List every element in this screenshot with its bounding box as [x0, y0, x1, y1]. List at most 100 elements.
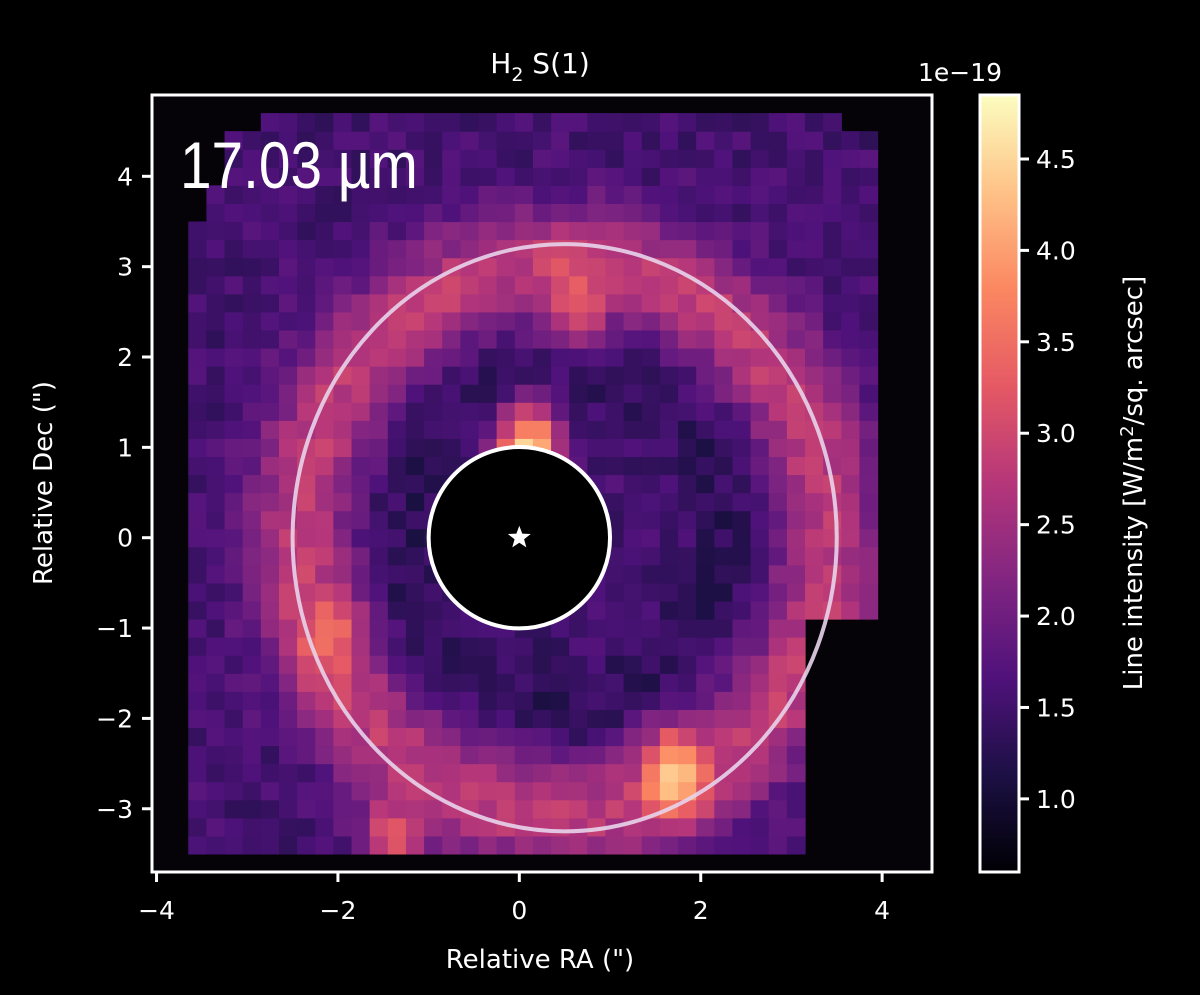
heatmap-cell — [496, 709, 516, 729]
heatmap-cell — [696, 510, 715, 530]
heatmap-cell — [569, 835, 588, 855]
heatmap-cell — [696, 438, 715, 457]
heatmap-cell — [859, 149, 879, 168]
heatmap-cell — [641, 347, 661, 367]
heatmap-cell — [242, 420, 262, 439]
heatmap-cell — [387, 257, 407, 277]
heatmap-cell — [387, 221, 407, 241]
heatmap-cell — [278, 203, 298, 223]
heatmap-cell — [278, 763, 298, 783]
heatmap-cell — [587, 655, 607, 674]
heatmap-cell — [569, 347, 588, 367]
heatmap-cell — [315, 619, 334, 638]
heatmap-cell — [532, 673, 552, 692]
heatmap-cell — [369, 637, 389, 656]
heatmap-cell — [442, 619, 461, 638]
heatmap-cell — [496, 655, 516, 674]
heatmap-cell — [424, 817, 443, 837]
heatmap-cell — [224, 456, 244, 476]
heatmap-cell — [387, 709, 407, 729]
heatmap-cell — [424, 727, 443, 747]
heatmap-cell — [315, 745, 334, 765]
heatmap-cell — [841, 420, 861, 439]
heatmap-cell — [732, 203, 752, 223]
heatmap-cell — [569, 817, 588, 837]
heatmap-cell — [605, 763, 625, 783]
heatmap-cell — [405, 420, 425, 439]
heatmap-cell — [405, 167, 425, 186]
heatmap-cell — [569, 275, 588, 295]
heatmap-cell — [278, 149, 298, 168]
heatmap-cell — [206, 799, 226, 819]
heatmap-cell — [714, 402, 734, 421]
heatmap-cell — [514, 347, 534, 367]
heatmap-cell — [405, 619, 425, 638]
heatmap-cell — [333, 420, 353, 439]
heatmap-cell — [732, 275, 752, 295]
heatmap-cell — [605, 691, 625, 710]
heatmap-cell — [206, 582, 226, 602]
heatmap-cell — [641, 655, 661, 674]
heatmap-cell — [460, 637, 480, 656]
heatmap-cell — [315, 420, 334, 439]
heatmap-cell — [750, 366, 770, 385]
heatmap-cell — [732, 113, 752, 132]
heatmap-cell — [405, 637, 425, 656]
heatmap-cell — [224, 257, 244, 277]
heatmap-cell — [460, 366, 480, 385]
heatmap-cell — [387, 781, 407, 801]
heatmap-cell — [551, 366, 570, 385]
colorbar-offset-text: 1e−19 — [918, 58, 1002, 87]
heatmap-cell — [805, 582, 824, 602]
heatmap-cell — [206, 510, 226, 530]
heatmap-cell — [732, 293, 752, 313]
heatmap-cell — [532, 709, 552, 729]
heatmap-cell — [841, 582, 861, 602]
heatmap-cell — [351, 149, 371, 168]
heatmap-cell — [841, 149, 861, 168]
heatmap-cell — [805, 239, 824, 259]
heatmap-cell — [188, 420, 208, 439]
heatmap-cell — [786, 637, 806, 656]
heatmap-cell — [859, 347, 879, 367]
heatmap-cell — [242, 347, 262, 367]
heatmap-cell — [442, 655, 461, 674]
heatmap-cell — [278, 745, 298, 765]
heatmap-cell — [442, 185, 461, 205]
y-tick-label: 0 — [117, 524, 133, 553]
heatmap-cell — [641, 311, 661, 331]
heatmap-cell — [859, 546, 879, 566]
heatmap-cell — [514, 691, 534, 710]
heatmap-cell — [750, 131, 770, 150]
heatmap-cell — [623, 492, 643, 512]
heatmap-cell — [297, 347, 316, 367]
heatmap-cell — [823, 564, 842, 584]
heatmap-cell — [805, 438, 824, 457]
heatmap-cell — [768, 185, 788, 205]
heatmap-cell — [424, 203, 443, 223]
heatmap-cell — [297, 564, 316, 584]
colorbar-label-superscript: 2 — [1117, 425, 1138, 436]
heatmap-cell — [623, 402, 643, 421]
heatmap-cell — [260, 311, 280, 331]
heatmap-cell — [696, 113, 715, 132]
heatmap-cell — [260, 131, 280, 150]
heatmap-cell — [369, 510, 389, 530]
heatmap-cell — [206, 763, 226, 783]
heatmap-cell — [333, 438, 353, 457]
heatmap-cell — [351, 347, 371, 367]
heatmap-cell — [278, 835, 298, 855]
heatmap-cell — [496, 203, 516, 223]
heatmap-cell — [351, 438, 371, 457]
heatmap-cell — [551, 167, 570, 186]
heatmap-cell — [442, 239, 461, 259]
heatmap-cell — [260, 275, 280, 295]
heatmap-cell — [460, 402, 480, 421]
heatmap-cell — [714, 384, 734, 403]
heatmap-cell — [623, 221, 643, 241]
heatmap-cell — [387, 456, 407, 476]
heatmap-cell — [351, 655, 371, 674]
heatmap-cell — [496, 221, 516, 241]
heatmap-cell — [242, 582, 262, 602]
heatmap-cell — [242, 564, 262, 584]
